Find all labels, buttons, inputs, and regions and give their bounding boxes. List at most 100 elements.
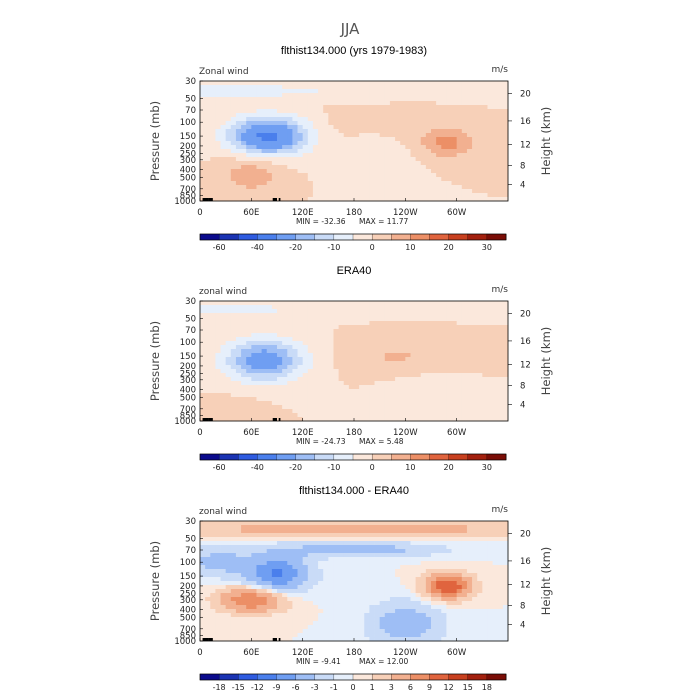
heatmap-cell bbox=[374, 193, 381, 198]
heatmap-cell bbox=[456, 521, 463, 526]
heatmap-cell bbox=[456, 181, 463, 186]
heatmap-cell bbox=[425, 549, 432, 554]
heatmap-cell bbox=[436, 325, 442, 330]
heatmap-cell bbox=[446, 129, 452, 134]
heatmap-cell bbox=[333, 173, 339, 178]
heatmap-cell bbox=[379, 337, 386, 342]
heatmap-cell bbox=[323, 93, 329, 98]
heatmap-cell bbox=[374, 597, 381, 602]
heatmap-cell bbox=[354, 537, 360, 542]
heatmap-cell bbox=[307, 109, 314, 114]
heatmap-cell bbox=[497, 169, 504, 174]
heatmap-cell bbox=[307, 401, 314, 406]
heatmap-cell bbox=[302, 133, 309, 138]
heatmap-cell bbox=[328, 345, 334, 350]
heatmap-cell bbox=[502, 113, 509, 118]
heatmap-cell bbox=[389, 85, 396, 90]
heatmap-cell bbox=[461, 321, 468, 326]
heatmap-cell bbox=[441, 381, 447, 386]
heatmap-cell bbox=[466, 301, 473, 306]
heatmap-cell bbox=[451, 85, 458, 90]
heatmap-cell bbox=[359, 537, 365, 542]
heatmap-cell bbox=[389, 385, 396, 390]
heatmap-cell bbox=[292, 325, 298, 330]
heatmap-cell bbox=[472, 409, 478, 414]
heatmap-cell bbox=[205, 301, 211, 306]
heatmap-cell bbox=[379, 153, 386, 158]
heatmap-cell bbox=[461, 549, 468, 554]
heatmap-cell bbox=[456, 157, 463, 162]
heatmap-cell bbox=[374, 109, 381, 114]
heatmap-cell bbox=[312, 521, 319, 526]
heatmap-cell bbox=[451, 113, 458, 118]
heatmap-cell bbox=[395, 341, 401, 346]
heatmap-cell bbox=[271, 373, 278, 378]
heatmap-cell bbox=[230, 601, 237, 606]
heatmap-cell bbox=[487, 317, 493, 322]
heatmap-cell bbox=[436, 153, 442, 158]
heatmap-cell bbox=[292, 381, 298, 386]
heatmap-cell bbox=[425, 353, 432, 358]
heatmap-cell bbox=[384, 97, 391, 102]
heatmap-cell bbox=[472, 585, 478, 590]
heatmap-cell bbox=[395, 573, 401, 578]
heatmap-cell bbox=[441, 573, 447, 578]
heatmap-cell bbox=[487, 593, 493, 598]
heatmap-cell bbox=[302, 149, 309, 154]
heatmap-cell bbox=[220, 525, 227, 530]
heatmap-cell bbox=[446, 593, 452, 598]
heatmap-cell bbox=[312, 185, 319, 190]
heatmap-cell bbox=[225, 153, 232, 158]
heatmap-cell bbox=[328, 165, 334, 170]
heatmap-cell bbox=[312, 565, 319, 570]
heatmap-cell bbox=[215, 321, 221, 326]
heatmap-cell bbox=[271, 593, 278, 598]
heatmap-cell bbox=[379, 197, 386, 202]
heatmap-cell bbox=[420, 349, 427, 354]
heatmap-cell bbox=[384, 401, 391, 406]
heatmap-cell bbox=[343, 145, 350, 150]
heatmap-cell bbox=[251, 365, 257, 370]
heatmap-cell bbox=[369, 553, 375, 558]
heatmap-cell bbox=[482, 585, 488, 590]
heatmap-cell bbox=[282, 405, 288, 410]
heatmap-cell bbox=[251, 389, 257, 394]
heatmap-cell bbox=[497, 141, 504, 146]
heatmap-cell bbox=[348, 577, 355, 582]
heatmap-cell bbox=[328, 145, 334, 150]
heatmap-cell bbox=[312, 525, 319, 530]
heatmap-cell bbox=[256, 577, 262, 582]
heatmap-cell bbox=[225, 169, 232, 174]
heatmap-cell bbox=[410, 333, 416, 338]
heatmap-cell bbox=[410, 301, 416, 306]
heatmap-cell bbox=[472, 133, 478, 138]
heatmap-cell bbox=[405, 125, 411, 130]
heatmap-cell bbox=[220, 121, 227, 126]
heatmap-cell bbox=[431, 129, 437, 134]
heatmap-cell bbox=[441, 541, 447, 546]
heatmap-cell bbox=[400, 417, 406, 422]
heatmap-cell bbox=[328, 169, 334, 174]
heatmap-cell bbox=[364, 401, 370, 406]
heatmap-cell bbox=[323, 321, 329, 326]
heatmap-cell bbox=[318, 401, 324, 406]
heatmap-cell bbox=[230, 557, 237, 562]
heatmap-cell bbox=[210, 545, 216, 550]
heatmap-cell bbox=[266, 317, 273, 322]
heatmap-cell bbox=[395, 161, 401, 166]
heatmap-cell bbox=[389, 353, 396, 358]
heatmap-cell bbox=[277, 593, 283, 598]
heatmap-cell bbox=[364, 397, 370, 402]
heatmap-cell bbox=[431, 369, 437, 374]
heatmap-cell bbox=[420, 157, 427, 162]
heatmap-cell bbox=[343, 389, 350, 394]
heatmap-cell bbox=[466, 365, 473, 370]
heatmap-cell bbox=[431, 141, 437, 146]
heatmap-cell bbox=[441, 537, 447, 542]
heatmap-cell bbox=[477, 321, 483, 326]
heatmap-cell bbox=[297, 373, 304, 378]
heatmap-cell bbox=[502, 353, 509, 358]
heatmap-cell bbox=[210, 93, 216, 98]
terrain-block bbox=[202, 418, 209, 421]
heatmap-cell bbox=[256, 417, 262, 422]
